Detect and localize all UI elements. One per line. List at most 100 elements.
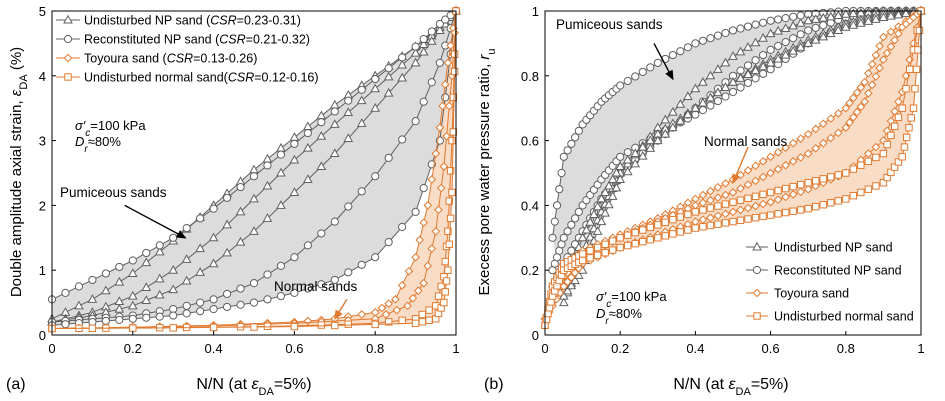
- data-point: [834, 197, 842, 205]
- data-point: [129, 324, 137, 332]
- data-point: [646, 223, 654, 232]
- data-point: [894, 29, 903, 38]
- data-point: [169, 233, 178, 242]
- data-point: [766, 152, 775, 162]
- data-point: [249, 279, 259, 288]
- chart-b-condition-stress: σ′c=100 kPa: [596, 289, 667, 310]
- data-point: [250, 323, 258, 331]
- data-point: [706, 204, 715, 212]
- data-point: [864, 157, 873, 166]
- data-point: [418, 310, 427, 319]
- data-point: [743, 78, 753, 88]
- panel-a-label: (a): [6, 376, 26, 393]
- data-point: [728, 26, 738, 35]
- data-point: [713, 182, 723, 192]
- data-point: [758, 50, 768, 60]
- data-point: [581, 224, 592, 234]
- data-point: [882, 126, 892, 136]
- data-point: [841, 103, 851, 113]
- data-point: [128, 314, 137, 323]
- series-line: [51, 10, 457, 326]
- data-point: [196, 307, 205, 316]
- chart-a-frame: [51, 10, 457, 336]
- data-point: [604, 180, 614, 190]
- data-point: [879, 179, 888, 187]
- data-point: [675, 115, 686, 125]
- data-point: [317, 118, 326, 127]
- data-point: [249, 298, 259, 307]
- data-point: [607, 174, 618, 183]
- data-point: [249, 226, 259, 235]
- data-point: [713, 31, 723, 40]
- data-point: [879, 55, 888, 64]
- data-point: [622, 166, 633, 176]
- data-point: [735, 73, 746, 82]
- data-point: [585, 231, 595, 241]
- data-point: [182, 301, 191, 310]
- data-point: [867, 59, 877, 69]
- data-point: [789, 207, 797, 215]
- data-point: [803, 15, 814, 25]
- data-point: [780, 23, 791, 32]
- data-point: [706, 221, 715, 230]
- data-point: [911, 85, 919, 93]
- data-point: [654, 221, 662, 229]
- data-point: [890, 35, 899, 45]
- data-point: [567, 220, 576, 229]
- data-point: [804, 26, 813, 35]
- data-point: [444, 266, 452, 274]
- x-tick-label: 1: [917, 341, 924, 356]
- data-point: [434, 205, 443, 215]
- data-point: [446, 214, 455, 223]
- data-point: [849, 112, 858, 122]
- data-point: [431, 227, 441, 236]
- data-point: [675, 99, 686, 108]
- b-series-5: [558, 5, 926, 300]
- data-point: [563, 277, 572, 287]
- series-line: [51, 10, 457, 323]
- data-point: [848, 8, 859, 18]
- data-point: [622, 154, 633, 164]
- data-point: [721, 179, 730, 188]
- data-point: [691, 224, 700, 232]
- data-point: [196, 214, 205, 223]
- data-point: [857, 188, 865, 197]
- data-point: [410, 57, 421, 67]
- data-point: [751, 56, 760, 65]
- chart-b-x-ticks: 0 0.2 0.4 0.6 0.8 1: [541, 331, 925, 356]
- data-point: [721, 92, 730, 101]
- x-tick-label: 1: [452, 341, 459, 356]
- data-point: [789, 12, 798, 21]
- data-point: [357, 187, 366, 196]
- data-point: [303, 174, 313, 183]
- data-point: [441, 288, 449, 296]
- data-point: [845, 98, 854, 108]
- data-point: [683, 109, 693, 119]
- data-point: [842, 169, 850, 177]
- data-point: [810, 14, 821, 23]
- data-point: [208, 232, 219, 242]
- data-point: [826, 114, 836, 123]
- data-point: [840, 21, 851, 31]
- data-point: [141, 257, 152, 267]
- data-point: [811, 124, 821, 134]
- data-point: [440, 298, 448, 307]
- data-point: [706, 101, 715, 110]
- data-point: [276, 167, 286, 177]
- data-point: [235, 236, 246, 246]
- data-point: [893, 9, 904, 19]
- data-point: [222, 247, 232, 257]
- data-point: [857, 161, 865, 169]
- data-point: [907, 114, 915, 122]
- data-point: [827, 199, 835, 207]
- data-point: [796, 30, 805, 39]
- y-tick-label: 2: [39, 198, 46, 213]
- annotation-normal-sands: Normal sands: [704, 134, 788, 149]
- data-point: [879, 149, 888, 158]
- data-point: [714, 202, 722, 210]
- data-point: [630, 148, 641, 158]
- data-point: [882, 48, 892, 58]
- data-point: [743, 61, 753, 70]
- data-point: [570, 275, 580, 285]
- data-point: [660, 128, 671, 138]
